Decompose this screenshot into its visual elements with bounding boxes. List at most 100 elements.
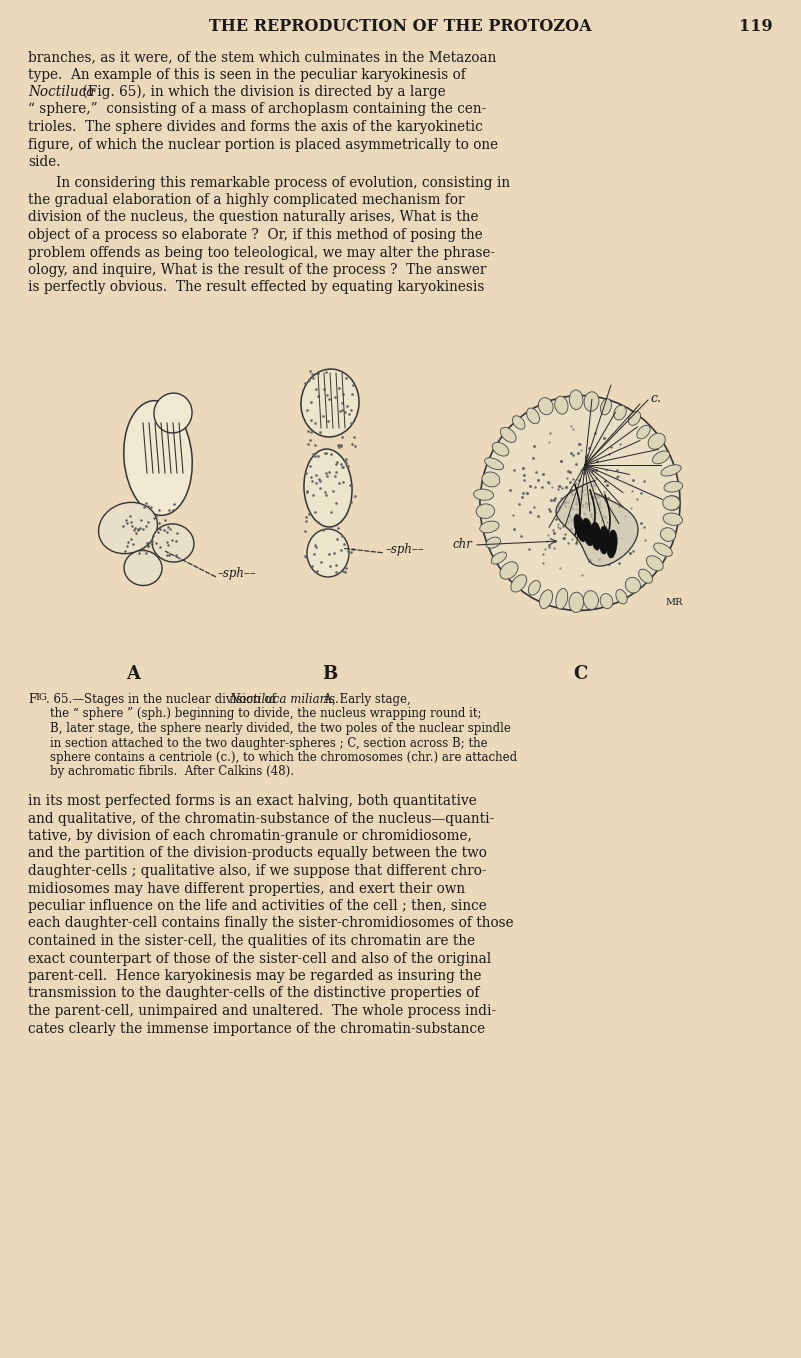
Ellipse shape [664, 496, 681, 511]
Text: Noctiluca: Noctiluca [28, 86, 95, 99]
Text: parent-cell.  Hence karyokinesis may be regarded as insuring the: parent-cell. Hence karyokinesis may be r… [28, 970, 481, 983]
Text: 119: 119 [739, 18, 773, 35]
Text: chr: chr [452, 539, 472, 551]
Text: F: F [28, 693, 36, 706]
Ellipse shape [599, 526, 609, 554]
Ellipse shape [574, 515, 586, 542]
Ellipse shape [600, 593, 613, 608]
Ellipse shape [539, 589, 553, 608]
Text: cates clearly the immense importance of the chromatin-substance: cates clearly the immense importance of … [28, 1021, 485, 1036]
Ellipse shape [582, 519, 594, 546]
Ellipse shape [124, 550, 162, 585]
Text: side.: side. [28, 155, 61, 168]
Text: transmission to the daughter-cells of the distinctive properties of: transmission to the daughter-cells of th… [28, 986, 479, 1001]
Text: B: B [322, 665, 338, 683]
Text: MR: MR [665, 598, 682, 607]
Ellipse shape [648, 433, 666, 449]
Ellipse shape [591, 521, 601, 550]
Text: midiosomes may have different properties, and exert their own: midiosomes may have different properties… [28, 881, 465, 895]
Ellipse shape [570, 390, 583, 410]
Text: the “ sphere ” (sph.) beginning to divide, the nucleus wrapping round it;: the “ sphere ” (sph.) beginning to divid… [50, 708, 481, 721]
Ellipse shape [661, 464, 681, 477]
Ellipse shape [569, 592, 584, 612]
Ellipse shape [485, 458, 504, 470]
Text: peculiar influence on the life and activities of the cell ; then, since: peculiar influence on the life and activ… [28, 899, 487, 913]
Ellipse shape [583, 591, 598, 610]
Ellipse shape [501, 428, 516, 443]
Text: c.: c. [650, 391, 661, 405]
Text: In considering this remarkable process of evolution, consisting in: In considering this remarkable process o… [56, 175, 510, 190]
Ellipse shape [124, 401, 192, 515]
Text: THE REPRODUCTION OF THE PROTOZOA: THE REPRODUCTION OF THE PROTOZOA [209, 18, 591, 35]
Text: “ sphere,”  consisting of a mass of archoplasm containing the cen-: “ sphere,” consisting of a mass of archo… [28, 102, 486, 117]
Text: object of a process so elaborate ?  Or, if this method of posing the: object of a process so elaborate ? Or, i… [28, 228, 483, 242]
Text: is perfectly obvious.  The result effected by equating karyokinesis: is perfectly obvious. The result effecte… [28, 281, 485, 295]
Text: C: C [573, 665, 587, 683]
Text: by achromatic fibrils.  After Calkins (48).: by achromatic fibrils. After Calkins (48… [50, 766, 294, 778]
Text: and qualitative, of the chromatin-substance of the nucleus—quanti-: and qualitative, of the chromatin-substa… [28, 812, 494, 826]
Ellipse shape [473, 489, 493, 500]
Ellipse shape [486, 538, 501, 549]
Ellipse shape [628, 411, 641, 425]
Ellipse shape [555, 397, 568, 414]
Ellipse shape [513, 416, 525, 429]
Text: tative, by division of each chromatin-granule or chromidiosome,: tative, by division of each chromatin-gr… [28, 828, 472, 843]
Text: contained in the sister-cell, the qualities of its chromatin are the: contained in the sister-cell, the qualit… [28, 934, 475, 948]
Ellipse shape [654, 543, 672, 557]
Ellipse shape [482, 473, 500, 488]
Text: (Fig. 65), in which the division is directed by a large: (Fig. 65), in which the division is dire… [78, 86, 445, 99]
Ellipse shape [154, 392, 192, 433]
Text: A: A [126, 665, 140, 683]
Ellipse shape [480, 395, 680, 611]
Ellipse shape [301, 369, 359, 437]
Text: . 65.—Stages in the nuclear division of: . 65.—Stages in the nuclear division of [46, 693, 280, 706]
Text: exact counterpart of those of the sister-cell and also of the original: exact counterpart of those of the sister… [28, 952, 491, 966]
Ellipse shape [664, 481, 682, 492]
Ellipse shape [493, 443, 509, 456]
Ellipse shape [511, 574, 527, 592]
Text: –sph––: –sph–– [218, 568, 257, 580]
Text: the gradual elaboration of a highly complicated mechanism for: the gradual elaboration of a highly comp… [28, 193, 465, 206]
Text: branches, as it were, of the stem which culminates in the Metazoan: branches, as it were, of the stem which … [28, 50, 497, 64]
Ellipse shape [556, 588, 568, 610]
Text: each daughter-cell contains finally the sister-chromidiosomes of those: each daughter-cell contains finally the … [28, 917, 513, 930]
Text: B, later stage, the sphere nearly divided, the two poles of the nuclear spindle: B, later stage, the sphere nearly divide… [50, 722, 511, 735]
Ellipse shape [653, 451, 670, 464]
Ellipse shape [614, 405, 626, 420]
Ellipse shape [500, 562, 518, 579]
Ellipse shape [491, 551, 506, 564]
Ellipse shape [304, 449, 352, 527]
Ellipse shape [529, 580, 541, 595]
Ellipse shape [646, 555, 663, 570]
Text: in its most perfected forms is an exact halving, both quantitative: in its most perfected forms is an exact … [28, 794, 477, 808]
Ellipse shape [662, 496, 680, 511]
Ellipse shape [307, 530, 349, 577]
Text: problem offends as being too teleological, we may alter the phrase-: problem offends as being too teleologica… [28, 246, 495, 259]
Text: Noctiluca miliaris.: Noctiluca miliaris. [229, 693, 339, 706]
Text: sphere contains a centriole (c.), to which the chromosomes (chr.) are attached: sphere contains a centriole (c.), to whi… [50, 751, 517, 765]
Ellipse shape [607, 530, 617, 558]
Text: the parent-cell, unimpaired and unaltered.  The whole process indi-: the parent-cell, unimpaired and unaltere… [28, 1004, 496, 1018]
Ellipse shape [638, 569, 653, 583]
Ellipse shape [584, 391, 599, 411]
Text: trioles.  The sphere divides and forms the axis of the karyokinetic: trioles. The sphere divides and forms th… [28, 120, 483, 134]
Ellipse shape [476, 504, 495, 519]
Ellipse shape [538, 398, 553, 414]
Ellipse shape [637, 425, 650, 439]
Ellipse shape [99, 502, 158, 554]
Ellipse shape [663, 513, 682, 526]
Ellipse shape [480, 521, 499, 532]
Ellipse shape [616, 589, 627, 604]
Text: daughter-cells ; qualitative also, if we suppose that different chro-: daughter-cells ; qualitative also, if we… [28, 864, 486, 879]
Ellipse shape [601, 399, 611, 416]
Text: and the partition of the division-products equally between the two: and the partition of the division-produc… [28, 846, 487, 861]
Text: ology, and inquire, What is the result of the process ?  The answer: ology, and inquire, What is the result o… [28, 263, 486, 277]
Text: division of the nucleus, the question naturally arises, What is the: division of the nucleus, the question na… [28, 210, 478, 224]
Text: figure, of which the nuclear portion is placed asymmetrically to one: figure, of which the nuclear portion is … [28, 137, 498, 152]
Ellipse shape [527, 407, 540, 424]
Ellipse shape [626, 577, 641, 593]
Text: –sph––: –sph–– [386, 543, 425, 557]
Text: IG: IG [35, 693, 47, 702]
Ellipse shape [152, 524, 194, 562]
Text: type.  An example of this is seen in the peculiar karyokinesis of: type. An example of this is seen in the … [28, 68, 465, 81]
